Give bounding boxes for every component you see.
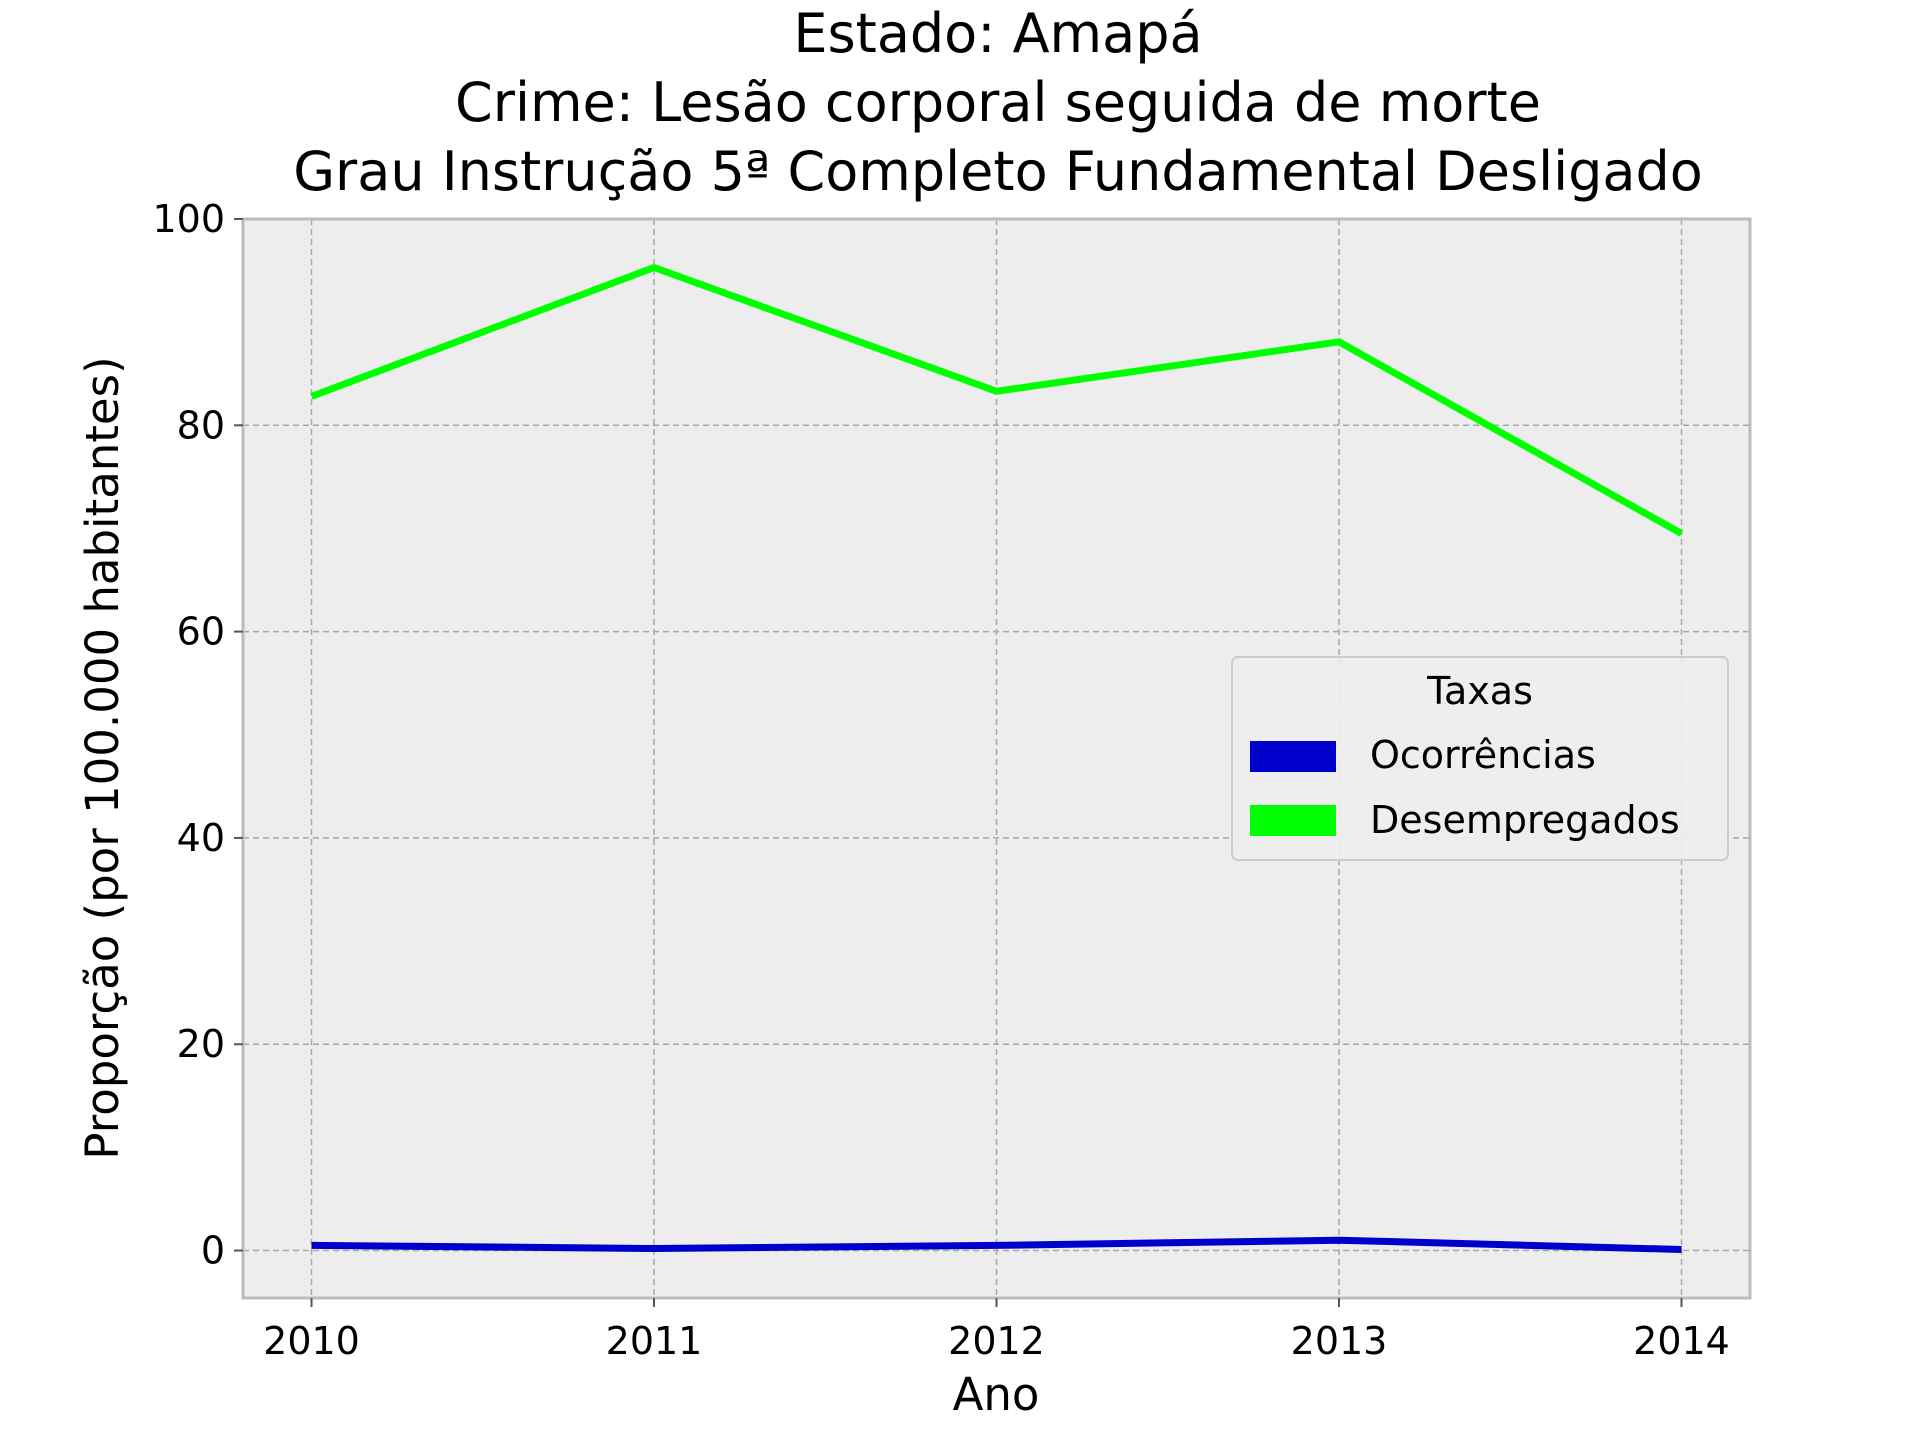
legend: Taxas Ocorrências Desempregados: [1231, 656, 1729, 861]
legend-label-ocorrencias: Ocorrências: [1370, 733, 1596, 777]
y-axis-label: Proporção (por 100.000 habitantes): [76, 356, 129, 1159]
x-tick-label: 2010: [263, 1319, 360, 1363]
series-line-ocorrencias: [311, 1236, 1682, 1253]
axis-ticks: 2010 2011 2012 2013 2014 0 20 40 60 80 100: [152, 197, 1729, 1363]
x-axis-label: Ano: [953, 1368, 1040, 1421]
x-tick-label: 2014: [1633, 1319, 1730, 1363]
x-tick-label: 2013: [1291, 1319, 1388, 1363]
chart-title-line-1: Estado: Amapá: [793, 2, 1202, 65]
legend-swatch-desempregados: [1250, 805, 1336, 836]
y-tick-label: 80: [177, 403, 225, 447]
y-tick-label: 20: [177, 1022, 225, 1066]
chart-title-line-2: Crime: Lesão corporal seguida de morte: [455, 71, 1541, 134]
y-tick-label: 0: [201, 1229, 225, 1273]
x-tick-label: 2012: [948, 1319, 1045, 1363]
legend-title: Taxas: [1426, 669, 1533, 713]
y-tick-label: 60: [177, 610, 225, 654]
x-tick-label: 2011: [606, 1319, 703, 1363]
chart-title-line-3: Grau Instrução 5ª Completo Fundamental D…: [293, 140, 1703, 203]
legend-label-desempregados: Desempregados: [1370, 798, 1680, 842]
series-lines: [310, 264, 1684, 1253]
y-tick-label: 100: [152, 197, 225, 241]
legend-box: [1231, 656, 1729, 861]
series-line-desempregados: [310, 264, 1684, 537]
legend-swatch-ocorrencias: [1250, 741, 1336, 772]
y-tick-label: 40: [177, 816, 225, 860]
